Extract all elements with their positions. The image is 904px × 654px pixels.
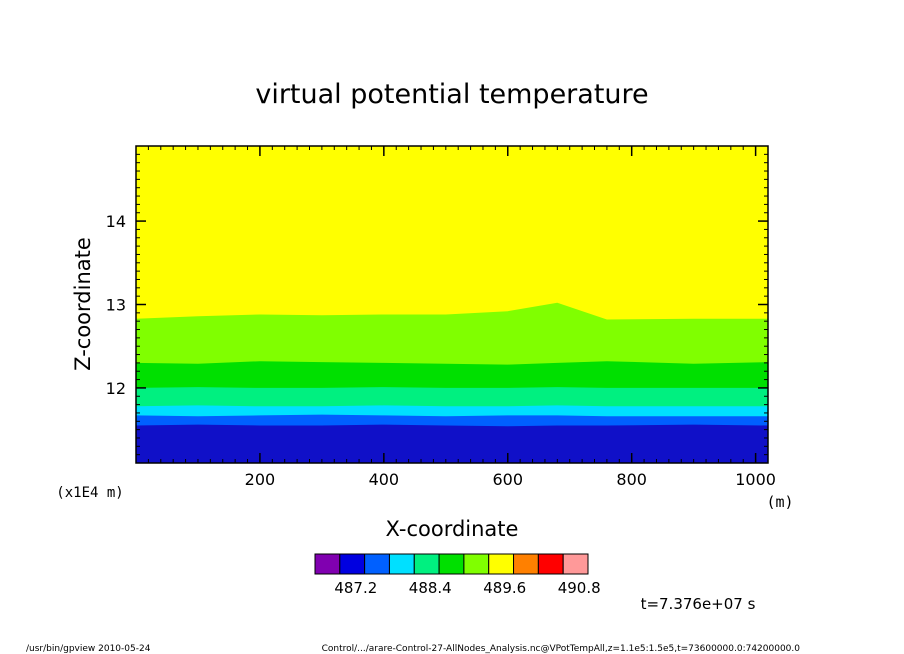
- colorbar-swatch: [438, 553, 465, 575]
- y-tick-label: 13: [106, 296, 126, 315]
- colorbar-swatch: [488, 553, 515, 575]
- x-tick-label: 400: [369, 470, 400, 489]
- footer-right: Control/.../arare-Control-27-AllNodes_An…: [322, 644, 801, 654]
- y-axis-scale-note: (x1E4 m): [56, 485, 123, 501]
- colorbar-swatch: [339, 553, 366, 575]
- colorbar-label: 489.6: [483, 579, 526, 597]
- colorbar-label: 490.8: [558, 579, 601, 597]
- x-axis-unit: (m): [766, 493, 793, 511]
- footer-left: /usr/bin/gpview 2010-05-24: [26, 644, 151, 654]
- y-tick-label: 14: [106, 212, 126, 231]
- x-axis-label: X-coordinate: [386, 517, 519, 541]
- x-tick-label: 200: [245, 470, 276, 489]
- y-axis-ticks: 12 13 14: [106, 212, 768, 398]
- colorbar-label: 488.4: [409, 579, 452, 597]
- x-tick-label: 800: [616, 470, 647, 489]
- contour-band-0: [136, 424, 768, 463]
- minor-ticks: [136, 145, 768, 463]
- colorbar-swatch: [413, 553, 440, 575]
- colorbar-labels: 487.2 488.4 489.6 490.8: [334, 579, 600, 597]
- y-tick-label: 12: [106, 379, 126, 398]
- colorbar-swatch: [463, 553, 490, 575]
- chart-title: virtual potential temperature: [255, 79, 648, 110]
- colorbar-label: 487.2: [334, 579, 377, 597]
- x-axis-ticks: 200 400 600 800 1000: [245, 146, 776, 489]
- colorbar-swatch: [562, 553, 589, 575]
- y-axis-label: Z-coordinate: [71, 237, 95, 371]
- contour-bands: [136, 146, 768, 463]
- colorbar-swatch: [364, 553, 390, 575]
- colorbar-swatch: [314, 553, 341, 575]
- time-label: t=7.376e+07 s: [641, 595, 756, 613]
- colorbar-swatch: [537, 553, 564, 575]
- colorbar: [314, 553, 589, 575]
- colorbar-swatch: [513, 553, 539, 575]
- colorbar-swatch: [388, 553, 415, 575]
- x-tick-label: 600: [492, 470, 523, 489]
- x-tick-label: 1000: [735, 470, 776, 489]
